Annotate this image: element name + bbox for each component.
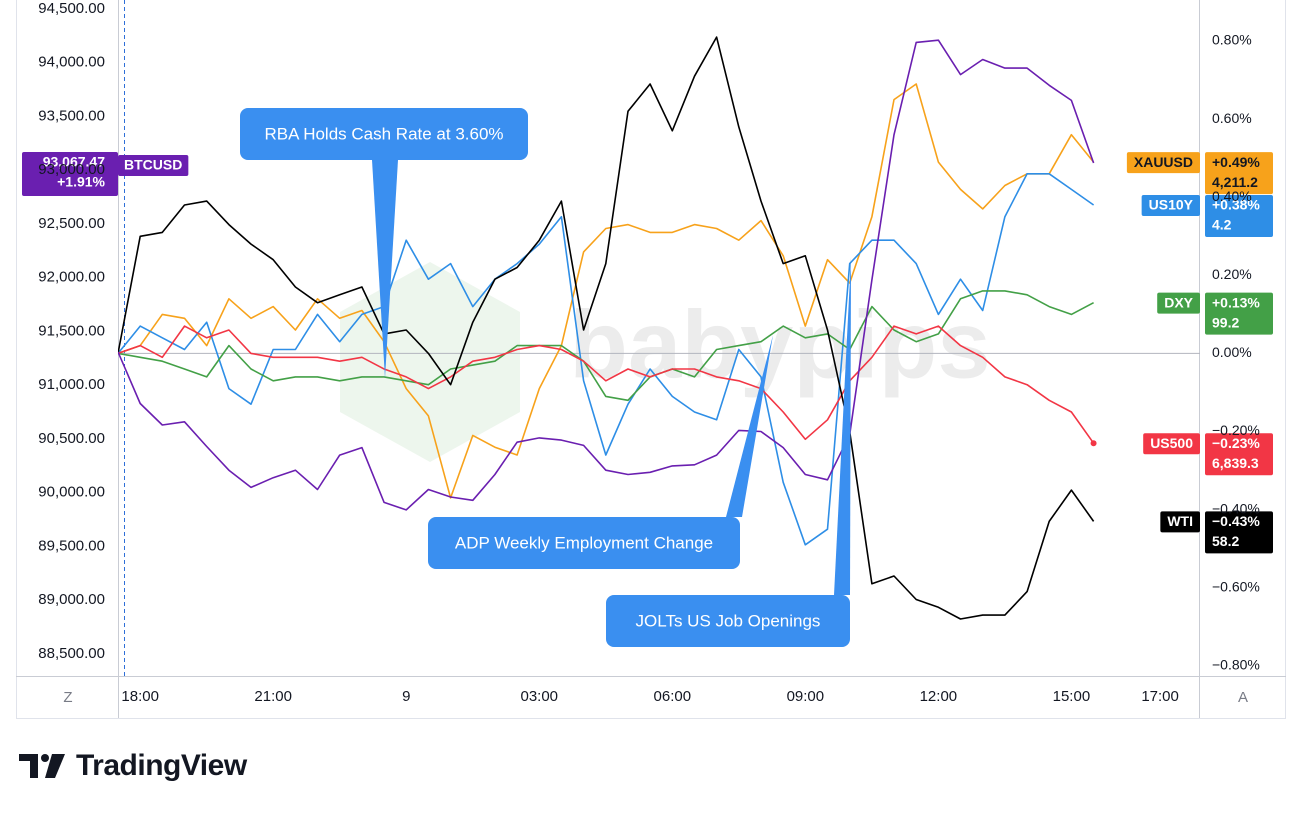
y-tick-label: 88,500.00 [38, 645, 105, 662]
tag-price: 4.2 [1212, 217, 1232, 233]
annotation-box [428, 517, 740, 569]
y-tick-label: 94,000.00 [38, 54, 105, 71]
annotation: JOLTs US Job Openings [606, 258, 851, 647]
tag-price: 93,067.47 [43, 154, 105, 170]
tag-change: −0.43% [1212, 513, 1260, 529]
chart-frame [16, 0, 1286, 719]
tag-value-box [1205, 292, 1273, 335]
y2-tick-label: 0.00% [1212, 344, 1252, 360]
x-tick-label: 21:00 [254, 688, 292, 705]
series-line [118, 173, 1095, 546]
tag-price: 99.2 [1212, 314, 1239, 330]
plot-area [118, 36, 1200, 620]
tag-price: 6,839.3 [1212, 455, 1259, 471]
price-tag: DXY +0.13% 99.2 [1157, 292, 1273, 335]
y-tick-label: 94,500.00 [38, 0, 105, 17]
series-line [118, 83, 1095, 499]
annotation: RBA Holds Cash Rate at 3.60% [240, 108, 528, 378]
annotation-text: RBA Holds Cash Rate at 3.60% [264, 124, 503, 143]
brand-logo [19, 754, 65, 778]
tag-name-box [1126, 152, 1200, 174]
tag-name: DXY [1164, 294, 1193, 310]
tag-name: BTCUSD [124, 157, 182, 173]
y2-tick-label: −0.20% [1212, 422, 1260, 438]
y-tick-label: 89,000.00 [38, 591, 105, 608]
x-tick-label: 03:00 [520, 688, 558, 705]
y2-tick-label: −0.40% [1212, 500, 1260, 516]
tag-change: +1.91% [57, 174, 105, 190]
y2-tick-label: 0.60% [1212, 110, 1252, 126]
tag-name-box [1141, 195, 1200, 217]
x-tick-label: 15:00 [1053, 688, 1091, 705]
x-tick-label: 12:00 [920, 688, 958, 705]
tag-name-box [1143, 433, 1200, 455]
tag-value-box [1205, 433, 1273, 476]
y2-tick-label: 0.20% [1212, 266, 1252, 282]
tag-change: +0.13% [1212, 294, 1260, 310]
annotation-text: ADP Weekly Employment Change [455, 533, 713, 552]
y-tick-label: 91,500.00 [38, 322, 105, 339]
tag-change: +0.49% [1212, 154, 1260, 170]
tag-value-box [1205, 195, 1273, 238]
price-tag: XAUUSD +0.49% 4,211.2 [1126, 152, 1273, 195]
toolbar-button[interactable]: A [1238, 689, 1248, 706]
annotation: ADP Weekly Employment Change [428, 335, 773, 569]
price-tag: US500 −0.23% 6,839.3 [1143, 433, 1273, 476]
x-tick-label: 9 [402, 688, 410, 705]
annotation-pointer [834, 258, 851, 595]
y-tick-label: 92,500.00 [38, 215, 105, 232]
y2-tick-label: 0.40% [1212, 188, 1252, 204]
y-tick-label: 93,500.00 [38, 107, 105, 124]
toolbar-button[interactable]: Z [63, 689, 72, 706]
series-line [118, 36, 1095, 620]
annotation-pointer [726, 335, 773, 517]
series-line [118, 325, 1095, 444]
tag-value-box [1205, 152, 1273, 195]
tag-name: US10Y [1149, 197, 1194, 213]
annotation-box [240, 108, 528, 160]
annotation-box [606, 595, 850, 647]
series-line [118, 39, 1095, 511]
tag-price: 4,211.2 [1212, 174, 1258, 190]
x-tick-label: 18:00 [121, 688, 159, 705]
y-tick-label: 89,500.00 [38, 537, 105, 554]
annotation-text: JOLTs US Job Openings [636, 611, 821, 630]
y-tick-label: 92,000.00 [38, 269, 105, 286]
price-tag: WTI −0.43% 58.2 [1160, 511, 1273, 554]
tag-name: US500 [1150, 435, 1193, 451]
y2-tick-label: −0.60% [1212, 578, 1260, 594]
y-tick-label: 93,000.00 [38, 161, 105, 178]
overlay: RBA Holds Cash Rate at 3.60% ADP Weekly E… [22, 108, 1273, 647]
x-tick-label: 06:00 [654, 688, 692, 705]
tag-name-box [118, 155, 189, 177]
x-tick-label: 17:00 [1141, 688, 1179, 705]
y-tick-label: 90,500.00 [38, 430, 105, 447]
y-tick-label: 90,000.00 [38, 484, 105, 501]
price-tag: US10Y +0.38% 4.2 [1141, 195, 1273, 238]
y2-tick-label: 0.80% [1212, 32, 1252, 48]
tag-name: WTI [1167, 513, 1193, 529]
tag-value-box [22, 152, 118, 197]
tag-name-box [1157, 292, 1200, 314]
price-tag: 93,067.47 +1.91% BTCUSD [22, 152, 189, 197]
y2-tick-label: −0.80% [1212, 657, 1260, 673]
tag-value-box [1205, 511, 1273, 554]
tag-name-box [1160, 511, 1200, 533]
annotation-pointer [372, 160, 398, 378]
tag-price: 58.2 [1212, 533, 1239, 549]
tag-change: −0.23% [1212, 435, 1260, 451]
tag-name: XAUUSD [1134, 154, 1193, 170]
brand-name: TradingView [76, 749, 248, 782]
series-line [118, 290, 1094, 402]
x-tick-label: 09:00 [787, 688, 825, 705]
watermark: babypips [569, 291, 990, 398]
y-tick-label: 91,000.00 [38, 376, 105, 393]
last-point [1090, 440, 1097, 447]
y2-axis: 0.80%0.60%0.40%0.20%0.00%−0.20%−0.40%−0.… [1212, 32, 1260, 673]
tag-change: +0.38% [1212, 197, 1260, 213]
